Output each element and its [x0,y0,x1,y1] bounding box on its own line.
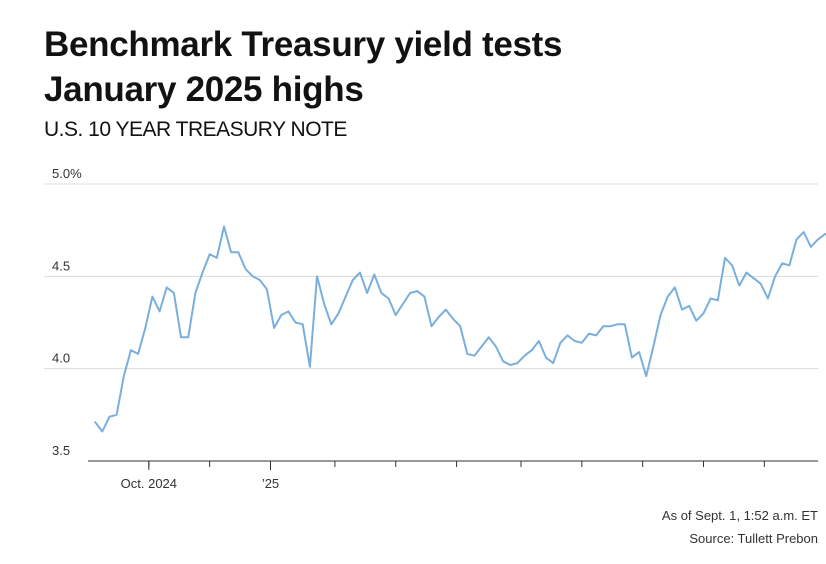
source-note: Source: Tullett Prebon [689,531,818,546]
x-axis: Oct. 2024 ’25 [88,460,818,491]
line-chart: 5.0% 4.5 4.0 3.5 Oct. 2024 ’25 [44,166,826,491]
chart-series [94,225,826,433]
y-axis-labels: 5.0% 4.5 4.0 3.5 [52,166,82,458]
chart-title: Benchmark Treasury yield tests January 2… [44,22,804,112]
as-of-note: As of Sept. 1, 1:52 a.m. ET [661,508,818,523]
y-tick-label: 5.0% [52,166,82,181]
chart-title-line2: January 2025 highs [44,70,364,109]
x-tick-label: Oct. 2024 [121,476,177,491]
chart-subtitle: U.S. 10 YEAR TREASURY NOTE [44,118,347,141]
chart-grid [44,183,818,370]
y-tick-label: 3.5 [52,443,70,458]
y-tick-label: 4.5 [52,258,70,273]
yield-line [94,225,826,433]
y-tick-label: 4.0 [52,351,70,366]
chart-title-line1: Benchmark Treasury yield tests [44,25,563,64]
x-tick-label: ’25 [262,476,279,491]
